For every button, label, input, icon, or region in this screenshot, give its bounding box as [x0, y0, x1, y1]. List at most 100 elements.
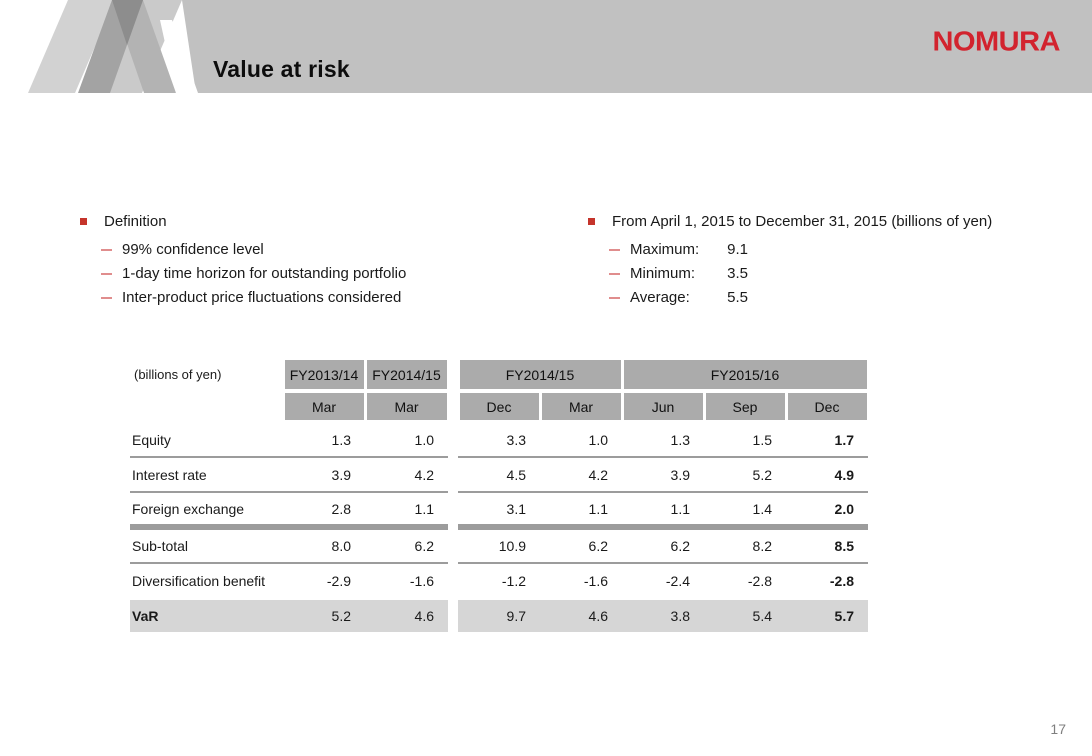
table-cell: -2.8: [829, 572, 854, 589]
list-item-label: Inter-product price fluctuations conside…: [122, 289, 402, 306]
table-cell: 1.0: [414, 431, 434, 448]
header-cell-empty: [130, 393, 283, 420]
section-heading: From April 1, 2015 to December 31, 2015 …: [588, 212, 1068, 238]
table-row: Sub-total 8.0 6.2: [130, 530, 448, 564]
table-row: 3.3 1.0 1.3 1.5 1.7: [458, 423, 868, 458]
page-number: 17: [1050, 721, 1066, 737]
month-header-row: Mar Mar: [130, 393, 448, 420]
table-cell: -2.4: [665, 572, 690, 589]
table-cell: 9.7: [506, 608, 526, 624]
table-cell: -1.2: [501, 572, 526, 589]
table-cell: 1.3: [670, 431, 690, 448]
table-cell: 3.9: [670, 466, 690, 483]
header-banner: Value at risk NOMURA: [0, 0, 1092, 93]
table-cell: 6.2: [588, 538, 608, 554]
table-row-var: 9.7 4.6 3.8 5.4 5.7: [458, 600, 868, 632]
page-title: Value at risk: [213, 56, 350, 82]
table-row: Diversification benefit -2.9 -1.6: [130, 564, 448, 597]
month-header-cell: Mar: [541, 393, 621, 420]
table-cell: 1.1: [588, 500, 608, 517]
table-cell: 8.2: [752, 538, 772, 554]
stat-value: 3.5: [727, 265, 749, 282]
list-item: Minimum: 3.5: [588, 262, 1068, 286]
table-cell: -2.9: [326, 572, 351, 589]
table-cell: 5.4: [752, 608, 772, 624]
section-heading-label: Definition: [104, 213, 167, 230]
month-header-cell: Mar: [366, 393, 447, 420]
year-header-row: FY2014/15 FY2015/16: [458, 360, 868, 389]
dash-icon: [609, 249, 620, 251]
table-cell: 4.2: [414, 466, 434, 483]
period-section: From April 1, 2015 to December 31, 2015 …: [588, 212, 1068, 310]
table-cell: 5.7: [834, 608, 854, 624]
month-header-cell: Dec: [787, 393, 867, 420]
table-cell: 3.1: [506, 500, 526, 517]
list-item: 99% confidence level: [80, 238, 550, 262]
month-header-cell: Mar: [284, 393, 364, 420]
list-item: Inter-product price fluctuations conside…: [80, 286, 550, 310]
bullet-square-icon: [588, 218, 595, 225]
dash-icon: [609, 297, 620, 299]
month-header-row: Dec Mar Jun Sep Dec: [458, 393, 868, 420]
table-cell: -1.6: [409, 572, 434, 589]
table-cell: 1.5: [752, 431, 772, 448]
table-cell: 1.3: [331, 431, 351, 448]
nomura-logo: NOMURA: [932, 26, 1061, 58]
table-row: Foreign exchange 2.8 1.1: [130, 493, 448, 530]
table-cell: 2.8: [331, 500, 351, 517]
header-cell-empty: [130, 360, 283, 389]
row-label: Equity: [132, 431, 171, 448]
bullet-square-icon: [80, 218, 87, 225]
table-cell: 4.9: [834, 466, 854, 483]
var-table-right-block: FY2014/15 FY2015/16 Dec Mar Jun Sep Dec …: [458, 360, 868, 632]
stat-label: Average:: [630, 289, 690, 306]
table-row: Equity 1.3 1.0: [130, 423, 448, 458]
table-cell: 2.0: [834, 500, 854, 517]
table-cell: 1.1: [414, 500, 434, 517]
row-label: VaR: [132, 608, 159, 624]
stat-label: Minimum:: [630, 265, 696, 282]
table-cell: 4.2: [588, 466, 608, 483]
table-cell: -1.6: [583, 572, 608, 589]
list-item-label: 99% confidence level: [122, 241, 264, 258]
table-cell: 4.6: [414, 608, 434, 624]
stat-value: 9.1: [727, 241, 749, 258]
table-cell: -2.8: [747, 572, 772, 589]
section-heading: Definition: [80, 212, 550, 238]
list-item-label: 1-day time horizon for outstanding portf…: [122, 265, 407, 282]
table-cell: 6.2: [670, 538, 690, 554]
month-header-cell: Jun: [623, 393, 703, 420]
table-cell: 5.2: [752, 466, 772, 483]
stat-value: 5.5: [727, 289, 749, 306]
table-cell: 1.1: [670, 500, 690, 517]
table-cell: 3.3: [506, 431, 526, 448]
list-item: Average: 5.5: [588, 286, 1068, 310]
table-row-var: VaR 5.2 4.6: [130, 600, 448, 632]
table-cell: 1.7: [834, 431, 854, 448]
table-cell: 3.9: [331, 466, 351, 483]
row-label: Sub-total: [132, 538, 189, 554]
table-cell: 8.0: [331, 538, 351, 554]
dash-icon: [101, 297, 112, 299]
table-cell: 1.4: [752, 500, 772, 517]
table-body: 3.3 1.0 1.3 1.5 1.7 4.5 4.2 3.9 5.2 4.9 …: [458, 423, 868, 632]
var-table-left-block: FY2013/14 FY2014/15 Mar Mar Equity 1.3 1…: [130, 360, 448, 632]
table-row: 3.1 1.1 1.1 1.4 2.0: [458, 493, 868, 530]
year-header-cell: FY2013/14: [284, 360, 364, 389]
month-header-cell: Dec: [459, 393, 539, 420]
dash-icon: [101, 249, 112, 251]
table-cell: 8.5: [834, 538, 854, 554]
year-header-cell: FY2015/16: [623, 360, 867, 389]
table-units-note: (billions of yen): [134, 367, 222, 382]
row-label: Diversification benefit: [132, 572, 266, 589]
table-cell: 6.2: [414, 538, 434, 554]
definition-section: Definition 99% confidence level 1-day ti…: [80, 212, 550, 310]
table-row: 4.5 4.2 3.9 5.2 4.9: [458, 458, 868, 493]
table-cell: 5.2: [331, 608, 351, 624]
table-row: 10.9 6.2 6.2 8.2 8.5: [458, 530, 868, 564]
table-cell: 4.6: [588, 608, 608, 624]
list-item: 1-day time horizon for outstanding portf…: [80, 262, 550, 286]
year-header-cell: FY2014/15: [459, 360, 621, 389]
month-header-cell: Sep: [705, 393, 785, 420]
